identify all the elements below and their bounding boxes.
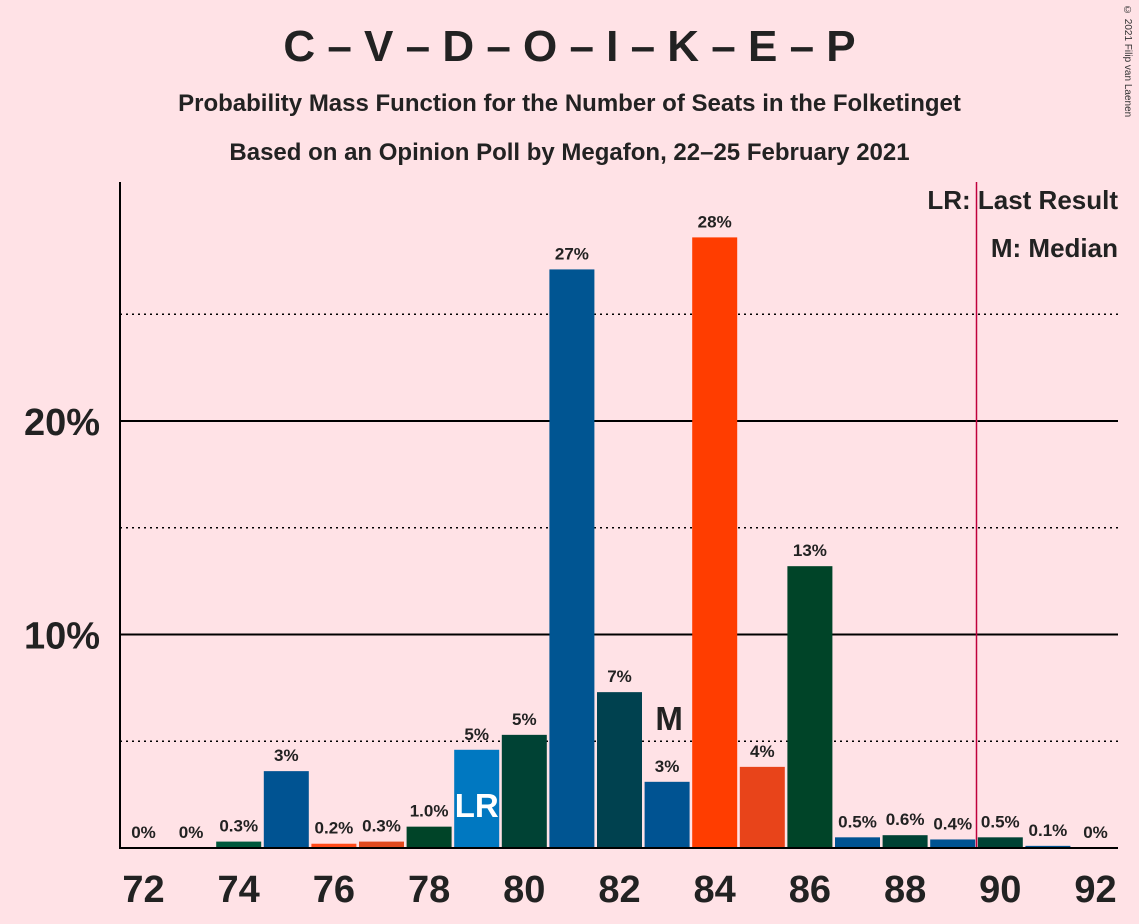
legend-median: M: Median	[990, 233, 1118, 263]
chart-title: C – V – D – O – I – K – E – P	[283, 22, 856, 71]
bar-value-label: 28%	[698, 212, 732, 231]
bar-seat-77	[359, 841, 404, 848]
bar-seat-81	[549, 269, 595, 848]
median-marker-label: M	[655, 700, 683, 737]
x-tick-label: 78	[408, 869, 450, 911]
y-tick-label: 10%	[24, 616, 100, 658]
bar-value-label: 0.1%	[1029, 821, 1068, 840]
bar-value-label: 0.4%	[933, 814, 972, 833]
bar-value-label: 0.3%	[219, 817, 258, 836]
chart-subtitle: Probability Mass Function for the Number…	[178, 90, 961, 117]
bar-value-label: 27%	[555, 244, 589, 263]
bar-seat-79	[454, 749, 500, 848]
bar-value-label: 13%	[793, 541, 827, 560]
legend-last-result: LR: Last Result	[927, 185, 1118, 215]
bar-seat-85	[739, 766, 785, 848]
bar-seat-86	[787, 566, 833, 848]
x-tick-label: 90	[979, 869, 1021, 911]
last-result-marker-label: LR	[455, 787, 499, 824]
bar-seat-75	[263, 771, 309, 848]
x-tick-label: 80	[503, 869, 545, 911]
bar-seat-84	[692, 237, 738, 848]
bar-seat-76	[311, 843, 357, 848]
bar-seat-90	[977, 837, 1023, 848]
bar-seat-82	[597, 692, 642, 848]
bar-seat-88	[882, 835, 928, 848]
bar-value-label: 1.0%	[410, 802, 449, 821]
bar-value-label: 3%	[274, 746, 299, 765]
x-tick-label: 74	[218, 869, 260, 911]
bar-seat-78	[406, 826, 452, 848]
x-tick-label: 82	[598, 869, 640, 911]
bar-value-label: 0.5%	[981, 812, 1020, 831]
x-tick-label: 72	[122, 869, 164, 911]
x-tick-label: 88	[884, 869, 926, 911]
bar-value-label: 0%	[131, 823, 156, 842]
bar-seat-87	[835, 837, 880, 848]
bar-value-label: 0%	[179, 823, 204, 842]
bar-seat-80	[501, 734, 547, 848]
bar-value-label: 0.3%	[362, 817, 401, 836]
bar-value-label: 3%	[655, 757, 680, 776]
bar-value-label: 0.6%	[886, 810, 925, 829]
copyright-note: © 2021 Filip van Laenen	[1122, 5, 1133, 118]
bar-seat-74	[216, 841, 262, 848]
x-tick-label: 84	[694, 869, 736, 911]
x-tick-label: 86	[789, 869, 831, 911]
bar-value-label: 4%	[750, 742, 775, 761]
bar-value-label: 7%	[607, 667, 632, 686]
y-tick-label: 20%	[24, 402, 100, 444]
bar-value-label: 0.5%	[838, 812, 877, 831]
bar-value-label: 5%	[464, 725, 489, 744]
x-tick-label: 92	[1074, 869, 1116, 911]
bar-seat-89	[930, 839, 976, 848]
bar-value-label: 5%	[512, 710, 537, 729]
bar-seat-91	[1025, 845, 1071, 848]
bar-seat-83	[644, 781, 690, 848]
bar-value-label: 0.2%	[315, 819, 354, 838]
chart-subtitle-poll: Based on an Opinion Poll by Megafon, 22–…	[229, 139, 910, 166]
bar-value-label: 0%	[1083, 823, 1108, 842]
x-tick-label: 76	[313, 869, 355, 911]
